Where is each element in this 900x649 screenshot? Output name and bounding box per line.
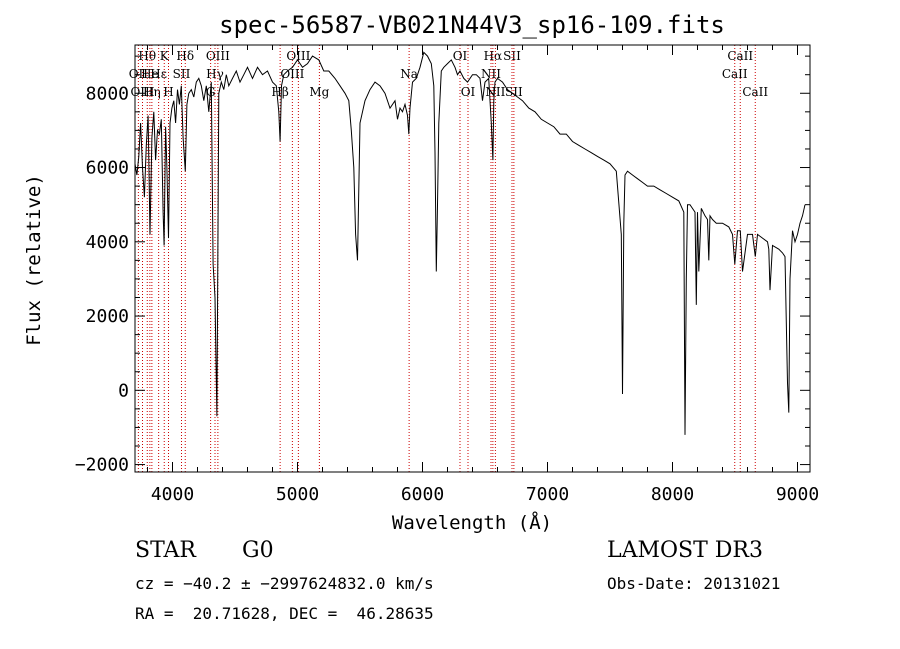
y-tick-label: −2000 bbox=[75, 455, 129, 476]
line-label: Mg bbox=[309, 85, 329, 99]
line-label: H bbox=[163, 85, 173, 99]
ra-dec: RA = 20.71628, DEC = 46.28635 bbox=[135, 604, 434, 623]
x-tick-label: 7000 bbox=[526, 484, 569, 505]
line-label: OIII bbox=[286, 49, 310, 63]
x-tick-label: 6000 bbox=[401, 484, 444, 505]
y-tick-label: 4000 bbox=[86, 232, 129, 253]
line-label: Hθ bbox=[138, 49, 156, 63]
line-label: NII bbox=[481, 67, 501, 81]
line-label: Na bbox=[400, 67, 418, 81]
y-axis-label: Flux (relative) bbox=[23, 174, 45, 346]
line-label: Hγ bbox=[206, 67, 224, 81]
line-label: Hδ bbox=[176, 49, 194, 63]
x-axis-label: Wavelength (Å) bbox=[392, 511, 552, 534]
y-tick-label: 0 bbox=[118, 380, 129, 401]
survey-name: LAMOST DR3 bbox=[607, 538, 763, 563]
y-tick-label: 2000 bbox=[86, 306, 129, 327]
line-label: CaII bbox=[722, 67, 748, 81]
line-label: CaII bbox=[727, 49, 753, 63]
object-subclass: G0 bbox=[242, 538, 274, 563]
line-label: OIII bbox=[280, 67, 304, 81]
obs-date: Obs-Date: 20131021 bbox=[607, 574, 781, 593]
x-tick-label: 5000 bbox=[276, 484, 319, 505]
x-axis: 4000 5000 6000 7000 8000 9000 bbox=[147, 45, 819, 505]
line-label: SII bbox=[505, 85, 523, 99]
spectrum-line bbox=[134, 51, 806, 435]
line-label: OI bbox=[453, 49, 468, 63]
line-label: OI bbox=[461, 85, 476, 99]
line-label: OIII bbox=[206, 49, 230, 63]
x-tick-label: 8000 bbox=[651, 484, 694, 505]
line-label: CaII bbox=[742, 85, 768, 99]
line-label: He bbox=[141, 67, 159, 81]
line-label: OII bbox=[129, 67, 149, 81]
line-label: SII bbox=[173, 67, 191, 81]
line-label: Hη bbox=[143, 85, 161, 99]
chart-title: spec-56587-VB021N44V3_sp16-109.fits bbox=[219, 11, 725, 39]
y-axis: −2000 0 2000 4000 6000 8000 bbox=[75, 55, 810, 476]
line-label: Hα bbox=[484, 49, 503, 63]
line-label: Hε bbox=[150, 67, 167, 81]
line-label: Hβ bbox=[271, 85, 288, 99]
y-tick-label: 8000 bbox=[86, 83, 129, 104]
object-class: STAR bbox=[135, 538, 196, 563]
line-label: NII bbox=[485, 85, 505, 99]
x-tick-label: 9000 bbox=[776, 484, 819, 505]
line-label: OIII bbox=[130, 85, 154, 99]
y-tick-label: 6000 bbox=[86, 158, 129, 179]
line-label: SII bbox=[503, 49, 521, 63]
line-label: K bbox=[160, 49, 170, 63]
x-tick-label: 4000 bbox=[151, 484, 194, 505]
redshift-line: cz = −40.2 ± −2997624832.0 km/s bbox=[135, 574, 434, 593]
